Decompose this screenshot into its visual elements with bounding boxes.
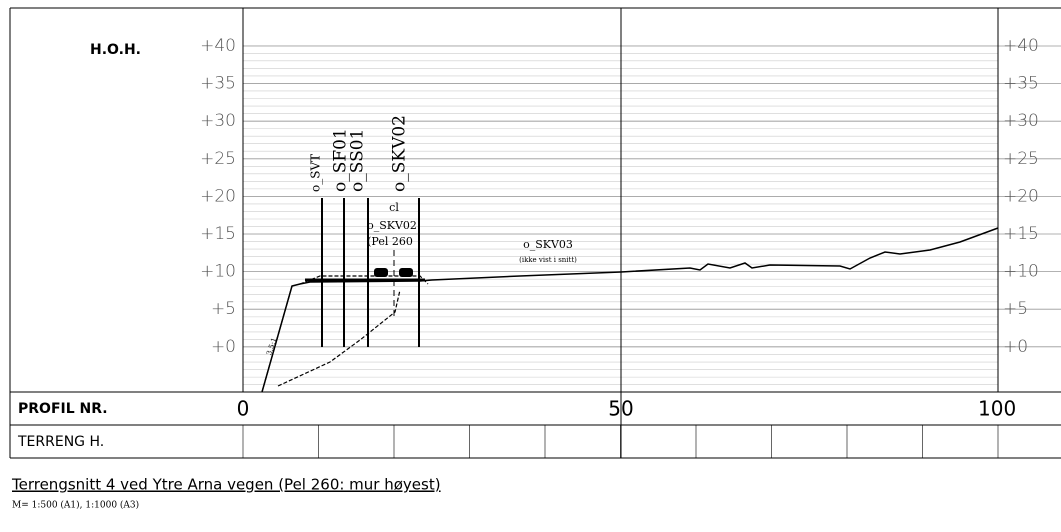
tick-label: +10 xyxy=(1003,262,1039,282)
tick-label: +10 xyxy=(200,262,236,282)
grid xyxy=(243,45,1061,385)
tick-label: +15 xyxy=(1003,224,1039,244)
annotation: o_SKV02 xyxy=(367,219,417,232)
profile-label: 100 xyxy=(978,397,1016,421)
tick-label: +40 xyxy=(200,36,236,56)
car-icon xyxy=(399,268,413,277)
marker-label: o_SF01 xyxy=(331,128,351,192)
tick-label: +40 xyxy=(1003,36,1039,56)
annotation: o_SKV03 xyxy=(523,238,573,251)
annotation: (ikke vist i snitt) xyxy=(519,256,577,264)
tick-label: +30 xyxy=(1003,111,1039,131)
axis-title: H.O.H. xyxy=(90,42,141,58)
row-label: PROFIL NR. xyxy=(18,401,108,417)
terrain-line xyxy=(261,227,999,393)
marker-label: o_SS01 xyxy=(348,129,368,192)
tick-label: +30 xyxy=(200,111,236,131)
profile-label: 0 xyxy=(237,397,250,421)
tick-label: +20 xyxy=(1003,186,1039,206)
tick-label: +35 xyxy=(200,74,236,94)
tick-label: +20 xyxy=(200,186,236,206)
marker-label: o_SVT xyxy=(309,154,323,192)
tick-label: +0 xyxy=(211,337,236,357)
tick-label: +15 xyxy=(200,224,236,244)
tick-label: +25 xyxy=(200,149,236,169)
tick-label: +35 xyxy=(1003,74,1039,94)
annotation: cl xyxy=(389,201,399,214)
tick-label: +5 xyxy=(1003,299,1028,319)
annotation: (Pel 260 xyxy=(367,235,413,248)
caption-title: Terrengsnitt 4 ved Ytre Arna vegen (Pel … xyxy=(11,476,441,494)
marker-label: o_SKV02 xyxy=(390,115,410,192)
tick-label: +5 xyxy=(211,299,236,319)
tick-label: +25 xyxy=(1003,149,1039,169)
tick-label: +0 xyxy=(1003,337,1028,357)
row-label: TERRENG H. xyxy=(17,434,104,450)
caption-scale: M= 1:500 (A1), 1:1000 (A3) xyxy=(12,500,139,511)
car-icon xyxy=(374,268,388,277)
profile-label: 50 xyxy=(608,397,633,421)
